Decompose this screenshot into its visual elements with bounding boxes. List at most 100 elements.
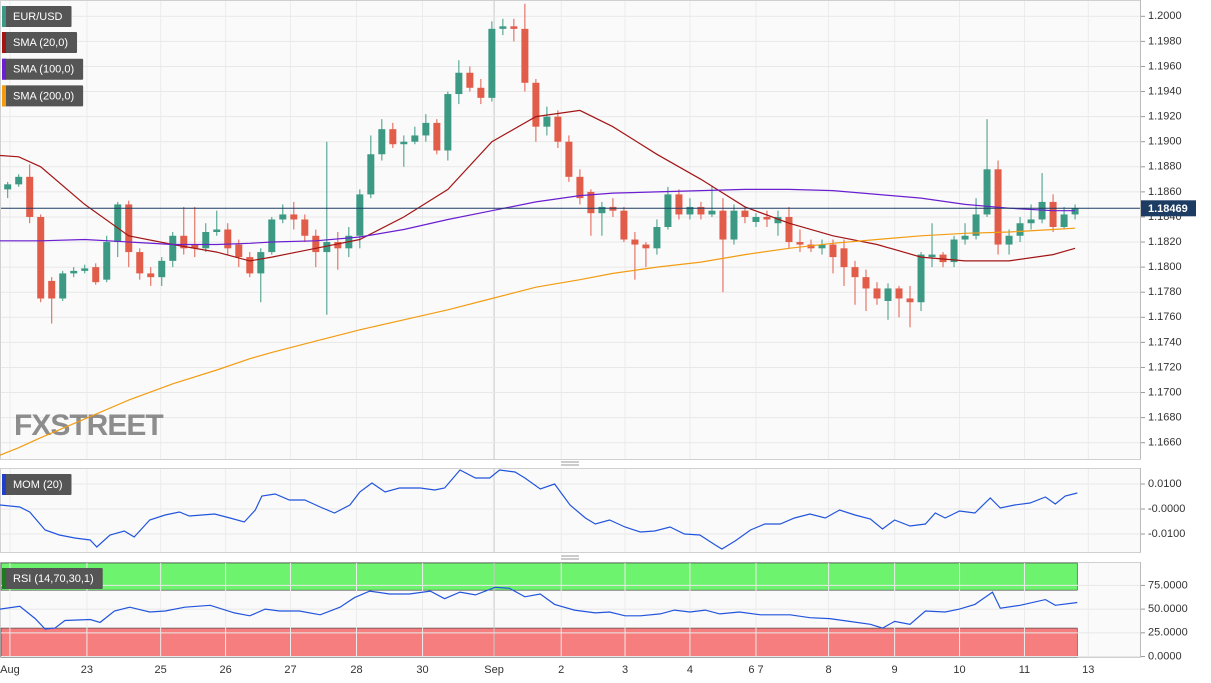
candle-body: [477, 87, 485, 98]
legend-box: [2, 474, 72, 495]
candle-body: [26, 176, 34, 217]
legend-swatch: [2, 58, 6, 80]
legend-entry: EUR/USD: [2, 6, 72, 27]
x-tick-label: 28: [350, 664, 362, 676]
candle-body: [928, 254, 936, 258]
candle-body: [488, 28, 496, 98]
candle-body: [565, 141, 573, 177]
y-tick-label: 1.1720: [1148, 361, 1182, 373]
candle-body: [653, 226, 661, 249]
candle-body: [356, 194, 364, 236]
candle-body: [1005, 235, 1013, 245]
y-tick-label: -0.0000: [1148, 503, 1185, 515]
candle-body: [312, 235, 320, 253]
candle-body: [180, 235, 188, 249]
candle-body: [92, 267, 100, 283]
candle-body: [444, 94, 452, 151]
y-tick-label: 25.0000: [1148, 627, 1188, 639]
legend-entry: SMA (100,0): [2, 58, 84, 80]
candle-body: [884, 288, 892, 301]
last-price-label: 1.18469: [1148, 203, 1188, 215]
candle-body: [950, 239, 958, 263]
candle-body: [895, 288, 903, 299]
candle-body: [37, 216, 45, 299]
candle-body: [455, 72, 463, 95]
legend-box: [2, 85, 84, 107]
candle-body: [158, 260, 166, 278]
legend-box: [2, 58, 84, 80]
candle-body: [323, 242, 331, 253]
y-tick-label: 1.1740: [1148, 336, 1182, 348]
candle-body: [147, 273, 155, 278]
y-tick-label: 1.1800: [1148, 261, 1182, 273]
y-tick-label: 1.1980: [1148, 35, 1182, 47]
y-tick-label: 1.1860: [1148, 186, 1182, 198]
candle-body: [510, 26, 518, 29]
candle-body: [543, 116, 551, 127]
candle-body: [136, 252, 144, 274]
legend-entry: RSI (14,70,30,1): [2, 568, 103, 589]
x-tick-label: 4: [687, 664, 693, 676]
panel-handle: [561, 461, 579, 560]
candle-body: [15, 176, 23, 185]
watermark: FXSTREET: [14, 409, 163, 442]
legend-label: SMA (100,0): [13, 64, 74, 76]
y-tick-label: 1.1760: [1148, 311, 1182, 323]
last-price-tag: [1141, 200, 1196, 217]
overbought-band: [0, 562, 1078, 591]
x-tick-label: 10: [953, 664, 965, 676]
candle-body: [609, 206, 617, 211]
candle-body: [1071, 208, 1079, 215]
candle-body: [675, 194, 683, 215]
candle-body: [411, 135, 419, 142]
candle-body: [763, 216, 771, 220]
candle-body: [730, 210, 738, 240]
y-tick-label: 1.1880: [1148, 161, 1182, 173]
legend-swatch: [2, 85, 6, 107]
candle-body: [972, 214, 980, 236]
candle-body: [4, 184, 12, 190]
candle-body: [785, 216, 793, 243]
candle-body: [620, 210, 628, 240]
candle-body: [686, 206, 694, 215]
legend-swatch: [2, 568, 6, 589]
candle-body: [334, 242, 342, 249]
x-tick-label: 9: [892, 664, 898, 676]
candle-body: [433, 122, 441, 151]
candle-body: [917, 254, 925, 303]
legend-box: [2, 6, 72, 27]
candle-body: [422, 122, 430, 136]
y-tick-label: 1.1940: [1148, 85, 1182, 97]
x-tick-label: 30: [416, 664, 428, 676]
candle-body: [246, 257, 254, 274]
candle-body: [367, 154, 375, 195]
candle-body: [301, 219, 309, 236]
candle-body: [1049, 201, 1057, 227]
legend-box: [2, 568, 103, 589]
candle-body: [664, 194, 672, 227]
candle-body: [1038, 201, 1046, 220]
y-tick-label: 1.1820: [1148, 236, 1182, 248]
candle-body: [191, 244, 199, 249]
candle-body: [631, 239, 639, 245]
candle-body: [114, 204, 122, 243]
candle-body: [642, 244, 650, 249]
candle-body: [697, 206, 705, 215]
candle-body: [554, 116, 562, 142]
candle-body: [576, 176, 584, 199]
candle-body: [213, 229, 221, 233]
x-tick-label: Aug: [0, 664, 20, 676]
candle-body: [290, 214, 298, 220]
candle-body: [466, 72, 474, 88]
x-tick-label: Sep: [484, 664, 504, 676]
y-tick-label: 1.1900: [1148, 136, 1182, 148]
candle-body: [719, 210, 727, 240]
candle-body: [378, 129, 386, 155]
candle-body: [774, 216, 782, 224]
candle-body: [532, 82, 540, 127]
legend-label: EUR/USD: [13, 11, 63, 23]
legend-label: SMA (20,0): [13, 37, 68, 49]
y-tick-label: 1.1780: [1148, 286, 1182, 298]
x-tick-label: 2: [558, 664, 564, 676]
